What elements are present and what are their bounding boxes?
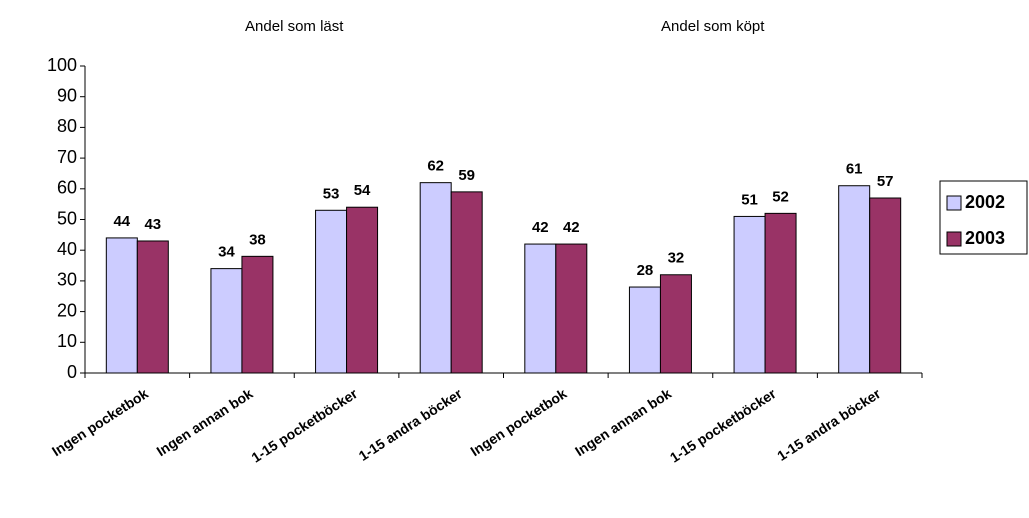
value-label: 32	[668, 250, 685, 267]
value-label: 62	[427, 158, 444, 175]
x-tick-label: 1-15 andra böcker	[774, 385, 884, 464]
x-tick-label: 1-15 andra böcker	[356, 385, 466, 464]
value-label: 42	[532, 219, 549, 236]
legend-swatch	[946, 195, 962, 211]
value-label: 42	[563, 219, 580, 236]
bar	[555, 243, 588, 374]
x-tick-label: Ingen annan bok	[572, 385, 674, 459]
value-label: 59	[458, 167, 475, 184]
bar	[659, 274, 692, 374]
bar	[838, 185, 871, 374]
bar	[315, 209, 348, 374]
x-tick-label: 1-15 pocketböcker	[667, 385, 779, 466]
bar	[419, 182, 452, 374]
value-label: 43	[144, 216, 161, 233]
annotation: Andel som läst	[245, 18, 344, 35]
bar	[346, 206, 379, 374]
y-tick-label: 80	[57, 116, 77, 136]
y-tick-label: 50	[57, 208, 77, 228]
value-label: 34	[218, 244, 235, 261]
bar	[869, 197, 902, 374]
y-tick-label: 20	[57, 300, 77, 320]
bar	[450, 191, 483, 374]
value-label: 44	[113, 213, 130, 230]
y-tick-label: 0	[67, 362, 77, 382]
x-tick-label: Ingen annan bok	[154, 385, 256, 459]
bar	[105, 237, 138, 374]
bar	[210, 268, 243, 374]
legend-label: 2003	[965, 228, 1005, 248]
value-label: 53	[323, 185, 340, 202]
bar	[136, 240, 169, 374]
value-label: 38	[249, 231, 266, 248]
y-tick-label: 90	[57, 85, 77, 105]
value-label: 51	[741, 191, 758, 208]
annotation: Andel som köpt	[661, 18, 765, 35]
y-tick-label: 10	[57, 331, 77, 351]
x-tick-label: 1-15 pocketböcker	[248, 385, 360, 466]
value-label: 57	[877, 173, 894, 190]
bar	[733, 215, 766, 374]
value-label: 54	[354, 182, 371, 199]
y-tick-label: 100	[47, 55, 77, 75]
value-label: 52	[772, 188, 789, 205]
legend-label: 2002	[965, 192, 1005, 212]
y-tick-label: 30	[57, 270, 77, 290]
value-label: 28	[637, 262, 654, 279]
legend-swatch	[946, 231, 962, 247]
bar	[241, 255, 274, 374]
y-tick-label: 70	[57, 147, 77, 167]
bar	[628, 286, 661, 374]
value-label: 61	[846, 161, 863, 178]
bar	[524, 243, 557, 374]
y-tick-label: 40	[57, 239, 77, 259]
x-tick-label: Ingen pocketbok	[467, 385, 569, 459]
bar	[764, 212, 797, 374]
x-tick-label: Ingen pocketbok	[49, 385, 151, 459]
y-tick-label: 60	[57, 178, 77, 198]
